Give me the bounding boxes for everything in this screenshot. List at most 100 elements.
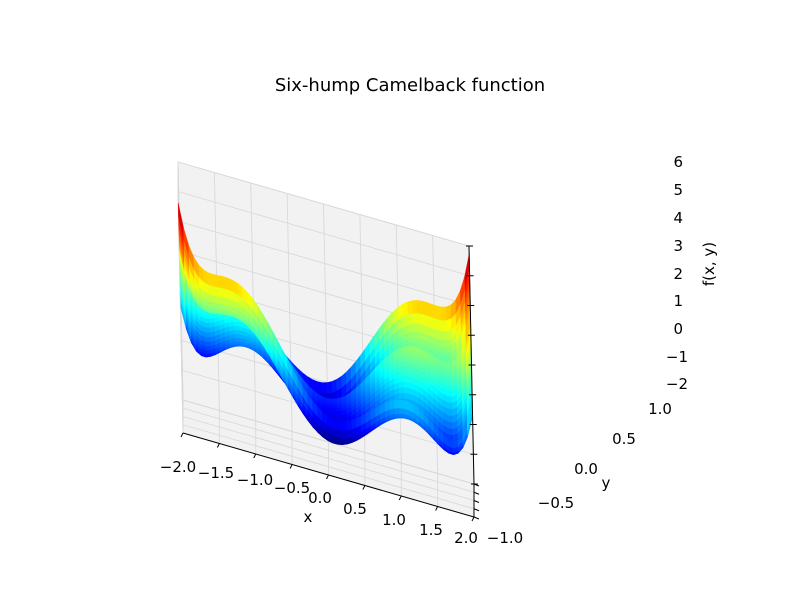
grid-line [182, 424, 475, 510]
surface-patch [412, 300, 418, 314]
surface-patch [398, 376, 405, 383]
grid-line [177, 161, 470, 247]
surface-patch [441, 340, 448, 348]
x-tick-mark [289, 464, 293, 469]
z-tick-label: 2 [673, 265, 683, 283]
surface-patch [447, 402, 453, 410]
surface-patch [452, 439, 459, 449]
surface-patch [332, 405, 338, 409]
surface-patch [336, 419, 343, 431]
y-tick-label: −0.5 [538, 494, 574, 512]
surface-patch [447, 369, 453, 374]
surface-patch [394, 399, 400, 409]
x-tick-mark [471, 516, 475, 522]
surface-patch [447, 390, 453, 398]
surface-patch [222, 276, 229, 290]
surface-patch [398, 399, 405, 409]
surface-patch [412, 332, 419, 339]
x-ticks: −2.0 −1.5 −1.0 −0.5 0.0 0.5 1.0 1.5 2.0 [160, 458, 478, 547]
surface-patch [412, 338, 419, 344]
surface-patch [441, 346, 448, 353]
surface-patch [447, 385, 453, 392]
surface-patch [205, 349, 212, 354]
z-tick-label: 5 [673, 181, 683, 199]
surface-patch [341, 436, 348, 442]
surface-patch [234, 333, 240, 339]
z-tick-label: 6 [673, 153, 683, 171]
x-tick-label: 1.0 [382, 511, 406, 529]
surface-patch [403, 376, 409, 383]
surface-patch [441, 320, 447, 333]
surface-patch [447, 415, 454, 423]
y-tick-mark [473, 500, 480, 503]
x-tick-label: 1.5 [419, 521, 443, 539]
surface-patch [346, 419, 352, 431]
surface-patch [407, 332, 414, 340]
surface-patch [441, 331, 448, 341]
surface-patch [394, 407, 400, 415]
grid-line [179, 221, 471, 306]
surface-patch [223, 288, 229, 299]
x-tick-mark [253, 453, 257, 459]
surface-patch [403, 381, 410, 389]
surface-patch [466, 405, 473, 431]
surface-patch [205, 327, 211, 333]
surface-patch [205, 331, 211, 338]
z-axis-label: f(x, y) [700, 242, 718, 286]
surface-patch [394, 413, 400, 418]
surface-patch [403, 357, 409, 363]
surface-patch [331, 402, 338, 406]
surface-patch [331, 418, 338, 430]
surface-patch [436, 305, 442, 321]
surface-patch [447, 421, 454, 430]
y-tick-mark [473, 491, 480, 495]
y-tick-label: 0.5 [612, 430, 636, 448]
surface-patch [204, 322, 211, 328]
chart-title: Six-hump Camelback function [275, 75, 545, 96]
surface-patch [412, 313, 418, 325]
z-tick-label: 4 [673, 209, 683, 227]
surface-patch [403, 400, 410, 411]
surface-patch [446, 372, 453, 377]
x-tick-label: −1.0 [237, 471, 273, 489]
x-tick-label: −0.5 [274, 479, 310, 497]
surface-patch [421, 314, 428, 327]
surface-patch [228, 317, 235, 323]
grid-line [178, 191, 470, 277]
z-tick-label: 0 [673, 320, 683, 338]
surface-patch [436, 319, 443, 332]
surface-patch [403, 361, 409, 367]
surface-patch [234, 337, 240, 342]
surface-patch [399, 392, 405, 400]
surface-patch [205, 345, 211, 351]
surface-patch [218, 296, 224, 305]
surface-patch [229, 325, 235, 332]
surface-patch [234, 341, 240, 345]
surface-patch [403, 366, 409, 372]
surface-patch [412, 342, 419, 347]
x-tick-mark [362, 485, 366, 490]
surface-patch [234, 325, 240, 331]
z-ticks: −2 −1 0 1 2 3 4 5 6 [666, 153, 688, 393]
surface-patch [389, 399, 395, 410]
z-tick-label: 3 [673, 237, 683, 255]
surface-patch [431, 317, 438, 331]
surface-patch [407, 313, 414, 326]
surface-patch [407, 323, 414, 334]
surface-patch [403, 387, 410, 395]
z-tick-label: −1 [666, 348, 688, 366]
surface-patch [204, 317, 211, 324]
z-tick-label: 1 [673, 292, 683, 310]
surface-patch [403, 351, 409, 356]
surface-patch [417, 323, 423, 334]
surface-patch [213, 274, 219, 288]
surface-patch [341, 429, 348, 438]
surface-patch [331, 378, 338, 394]
surface-patch [234, 329, 240, 335]
surface-patch [331, 411, 338, 416]
surface-patch [218, 275, 224, 289]
surface-patch [446, 366, 453, 371]
surface-patch [446, 318, 452, 333]
y-ticks: −1.0 −0.5 0.0 0.5 1.0 [487, 400, 672, 547]
